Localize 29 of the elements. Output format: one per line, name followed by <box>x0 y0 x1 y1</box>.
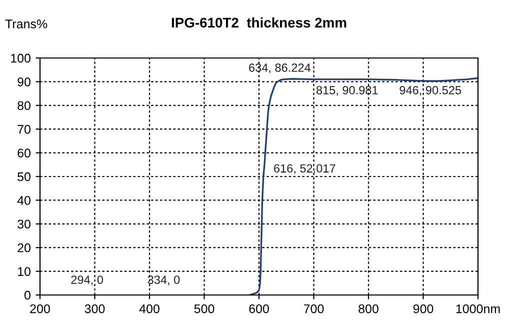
x-tick-label: 400 <box>139 304 160 314</box>
annotation: 334, 0 <box>148 276 180 286</box>
y-tick-label: 20 <box>18 243 30 252</box>
y-axis-title: Trans% <box>5 20 48 28</box>
y-tick-label: 60 <box>18 148 30 158</box>
x-tick-label: 600 <box>249 304 269 314</box>
x-tick-label: 700 <box>304 304 324 314</box>
y-tick-label: 10 <box>18 267 30 276</box>
x-tick-label: 900 <box>413 304 434 314</box>
chart-title: IPG-610T2 thickness 2mm <box>172 17 346 28</box>
annotation: 616, 52.017 <box>274 164 336 174</box>
annotation: 634, 86.224 <box>249 63 311 74</box>
y-tick-label: 30 <box>18 220 30 229</box>
x-tick-label: 800 <box>358 304 378 314</box>
y-tick-label: 70 <box>18 124 30 134</box>
x-tick-label: 200 <box>30 304 50 314</box>
y-tick-label: 40 <box>17 196 30 205</box>
annotation: 815, 90.981 <box>316 86 378 96</box>
y-tick-label: 100 <box>11 54 30 63</box>
y-tick-label: 0 <box>24 290 30 300</box>
y-tick-label: 50 <box>18 172 30 182</box>
y-tick-label: 80 <box>18 101 30 110</box>
x-tick-label: 1000nm <box>456 304 500 314</box>
line-series <box>248 77 478 295</box>
annotation: 294, 0 <box>71 276 104 286</box>
x-tick-label: 500 <box>194 304 214 314</box>
y-tick-label: 90 <box>18 78 30 86</box>
x-tick-label: 300 <box>84 304 105 314</box>
annotation: 946, 90.525 <box>400 86 462 96</box>
